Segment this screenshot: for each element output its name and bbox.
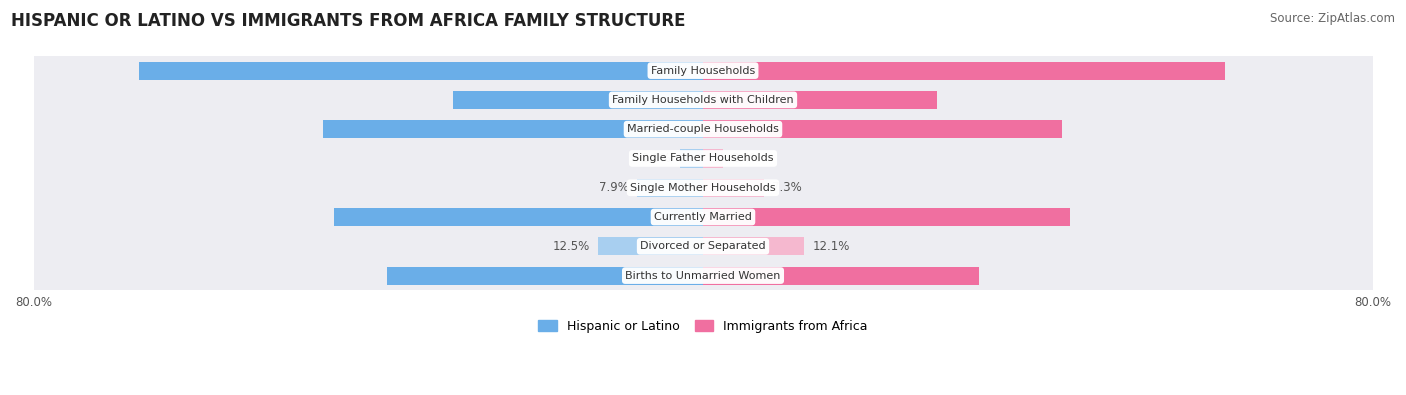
- Text: 42.9%: 42.9%: [678, 123, 716, 135]
- Text: Married-couple Households: Married-couple Households: [627, 124, 779, 134]
- Text: 67.4%: 67.4%: [690, 64, 728, 77]
- Bar: [34, 115, 1372, 144]
- Text: 2.4%: 2.4%: [731, 152, 761, 165]
- Bar: [34, 231, 1372, 261]
- Bar: [703, 149, 723, 167]
- Bar: [703, 62, 1225, 80]
- Text: 7.3%: 7.3%: [772, 181, 803, 194]
- Text: 62.4%: 62.4%: [678, 64, 716, 77]
- Legend: Hispanic or Latino, Immigrants from Africa: Hispanic or Latino, Immigrants from Afri…: [533, 315, 873, 338]
- Bar: [139, 62, 703, 80]
- Bar: [34, 56, 1372, 85]
- Text: 29.9%: 29.9%: [690, 93, 728, 106]
- Bar: [453, 91, 703, 109]
- Text: Currently Married: Currently Married: [654, 212, 752, 222]
- Text: Source: ZipAtlas.com: Source: ZipAtlas.com: [1270, 12, 1395, 25]
- Bar: [703, 91, 938, 109]
- Text: 33.0%: 33.0%: [679, 269, 716, 282]
- Bar: [34, 261, 1372, 290]
- Bar: [703, 237, 804, 256]
- Text: 2.8%: 2.8%: [641, 152, 671, 165]
- Text: Family Households: Family Households: [651, 66, 755, 75]
- Text: Family Households with Children: Family Households with Children: [612, 95, 794, 105]
- Bar: [34, 144, 1372, 173]
- Bar: [34, 85, 1372, 115]
- Text: 44.1%: 44.1%: [690, 211, 728, 224]
- Text: Single Mother Households: Single Mother Households: [630, 183, 776, 193]
- Text: 12.1%: 12.1%: [813, 240, 851, 253]
- Text: 45.4%: 45.4%: [690, 123, 728, 135]
- Bar: [323, 120, 703, 138]
- Text: Divorced or Separated: Divorced or Separated: [640, 241, 766, 251]
- Text: 12.5%: 12.5%: [553, 240, 591, 253]
- Bar: [703, 179, 763, 197]
- Bar: [387, 267, 703, 285]
- Bar: [335, 208, 703, 226]
- Bar: [34, 173, 1372, 202]
- Bar: [599, 237, 703, 256]
- Bar: [703, 208, 1070, 226]
- Text: HISPANIC OR LATINO VS IMMIGRANTS FROM AFRICA FAMILY STRUCTURE: HISPANIC OR LATINO VS IMMIGRANTS FROM AF…: [11, 12, 686, 30]
- Text: Single Father Households: Single Father Households: [633, 153, 773, 164]
- Text: 43.9%: 43.9%: [678, 211, 716, 224]
- Bar: [703, 120, 1062, 138]
- Text: Births to Unmarried Women: Births to Unmarried Women: [626, 271, 780, 280]
- Text: 28.0%: 28.0%: [679, 93, 716, 106]
- Bar: [34, 202, 1372, 231]
- Text: 37.8%: 37.8%: [690, 269, 727, 282]
- Bar: [679, 149, 703, 167]
- Bar: [637, 179, 703, 197]
- Bar: [703, 267, 979, 285]
- Text: 7.9%: 7.9%: [599, 181, 628, 194]
